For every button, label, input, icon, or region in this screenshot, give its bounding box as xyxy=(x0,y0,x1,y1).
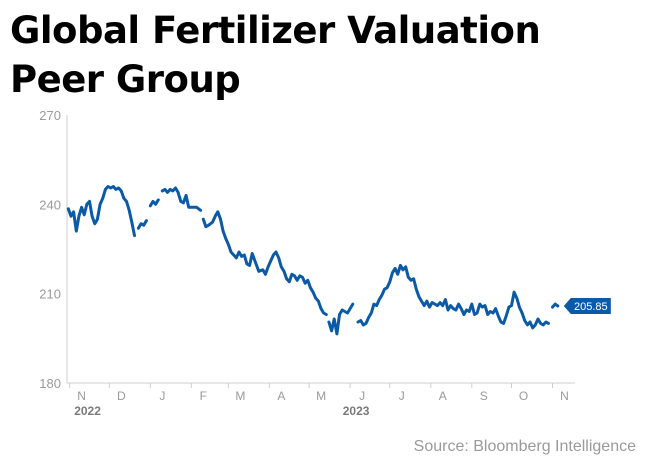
series-line-segment xyxy=(148,198,160,208)
y-tick-label: 210 xyxy=(39,287,61,302)
series-line-segment xyxy=(201,210,328,316)
series-line-segment xyxy=(160,186,203,212)
x-tick-label: N xyxy=(560,389,569,403)
x-tick-label: F xyxy=(200,389,207,403)
series-line-segment xyxy=(66,185,136,238)
y-tick-label: 270 xyxy=(39,108,61,123)
x-tick-label: O xyxy=(519,389,528,403)
chart-title-line-2: Peer Group xyxy=(10,58,241,101)
series-line-segment xyxy=(327,302,355,336)
series-group xyxy=(66,185,560,336)
x-tick-label: M xyxy=(316,389,326,403)
x-tick-label: N xyxy=(77,389,86,403)
last-value-badge: 205.85 xyxy=(563,298,611,315)
chart-title: Global Fertilizer Valuation Peer Group xyxy=(10,6,630,104)
series-line-segment xyxy=(136,219,148,230)
x-tick-label: J xyxy=(399,389,405,403)
x-tick-label: S xyxy=(480,389,488,403)
last-value-badge-shape xyxy=(563,298,611,315)
x-year-label: 2023 xyxy=(343,404,370,418)
last-value-label: 205.85 xyxy=(574,301,608,313)
x-tick-label: J xyxy=(359,389,365,403)
x-tick-label: A xyxy=(277,389,285,403)
series-line-segment xyxy=(551,302,560,309)
y-tick-label: 240 xyxy=(39,197,61,212)
source-note: Source: Bloomberg Intelligence xyxy=(413,438,636,455)
series-line-segment xyxy=(356,263,550,330)
x-tick-label: M xyxy=(235,389,245,403)
x-tick-label: A xyxy=(439,389,447,403)
chart-title-line-1: Global Fertilizer Valuation xyxy=(10,9,541,52)
y-tick-label: 180 xyxy=(39,376,61,391)
x-tick-label: D xyxy=(117,389,126,403)
x-year-label: 2022 xyxy=(74,404,101,418)
x-tick-label: J xyxy=(159,389,165,403)
